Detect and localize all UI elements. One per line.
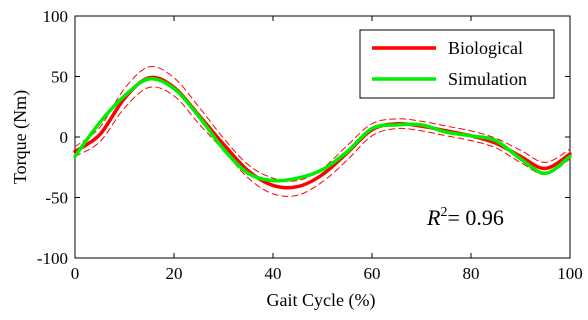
legend-label-simulation: Simulation — [448, 69, 527, 89]
x-tick-label: 60 — [364, 264, 381, 283]
legend-label-biological: Biological — [448, 38, 523, 58]
y-tick-label: 100 — [43, 7, 69, 26]
r-squared-symbol: R — [426, 205, 441, 230]
x-tick-label: 80 — [463, 264, 480, 283]
legend-box — [359, 29, 555, 99]
y-tick-label: 50 — [51, 68, 68, 87]
series-line-simulation — [73, 76, 572, 183]
series-layer — [73, 65, 572, 197]
series-line-biological-bound-3 — [74, 86, 571, 197]
x-axis-label: Gait Cycle (%) — [267, 290, 376, 311]
y-tick-label: 0 — [60, 128, 69, 147]
r-squared-annotation: R2= 0.96 — [426, 205, 504, 230]
x-tick-label: 0 — [71, 264, 80, 283]
y-tick-label: -100 — [37, 249, 68, 268]
r-squared-value: = 0.96 — [447, 205, 503, 230]
legend: Biological Simulation — [359, 29, 555, 99]
y-tick-label: -50 — [45, 189, 68, 208]
x-tick-label: 100 — [557, 264, 583, 283]
x-tick-label: 40 — [265, 264, 282, 283]
x-tick-label: 20 — [166, 264, 183, 283]
y-axis-label: Torque (Nm) — [10, 90, 31, 184]
r-squared-exponent: 2 — [440, 205, 447, 220]
axis-ticks: 0 20 40 60 80 100 -100 -50 0 50 100 — [37, 7, 583, 283]
